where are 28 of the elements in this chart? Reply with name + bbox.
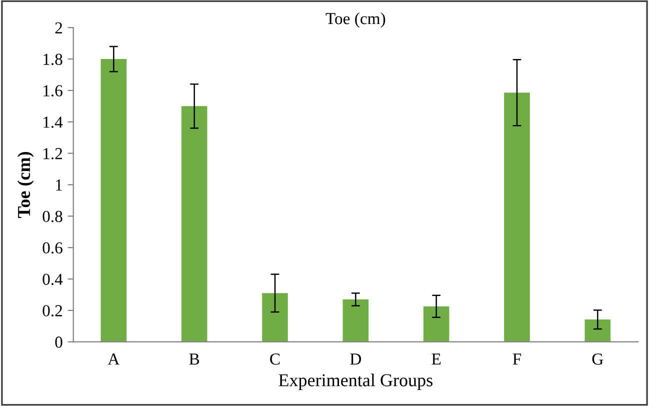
y-tick-label: 1.2 <box>44 148 62 160</box>
bar <box>262 293 288 342</box>
x-tick-label: C <box>270 353 280 365</box>
x-tick-label: E <box>432 354 441 365</box>
chart-title: Toe (cm) <box>326 12 386 28</box>
x-tick-label: A <box>108 354 120 365</box>
y-axis-title: Toe (cm) <box>17 152 34 218</box>
y-tick-label: 0.8 <box>42 210 62 222</box>
x-tick-label: D <box>350 354 362 365</box>
y-tick-label: 0.4 <box>42 274 63 286</box>
x-tick-label: F <box>512 354 522 365</box>
x-tick-label: G <box>592 353 604 365</box>
y-tick-label: 1.4 <box>44 116 63 128</box>
y-tick-label: 1.8 <box>44 54 62 66</box>
y-tick-label: 1.6 <box>44 85 62 96</box>
bar <box>504 92 530 342</box>
bar <box>342 299 369 342</box>
bar <box>181 106 208 342</box>
y-tick-label: 2 <box>55 22 62 34</box>
y-tick-label: 0.6 <box>42 242 62 254</box>
bar <box>100 59 127 342</box>
bar <box>584 320 611 342</box>
x-axis-title: Experimental Groups <box>278 374 432 390</box>
y-tick-label: 1 <box>56 180 62 191</box>
x-tick-label: B <box>189 354 200 365</box>
bar <box>423 306 450 342</box>
y-tick-label: 0.2 <box>42 305 62 316</box>
y-tick-label: 0 <box>55 336 62 348</box>
